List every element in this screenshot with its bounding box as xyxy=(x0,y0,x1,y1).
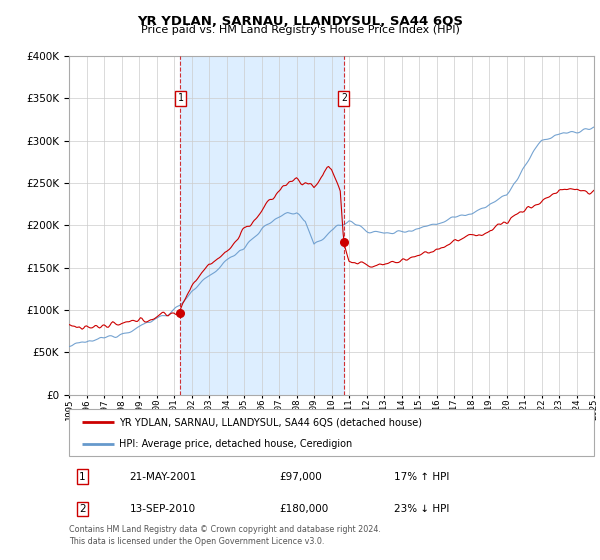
Bar xyxy=(181,56,344,395)
Text: 13-SEP-2010: 13-SEP-2010 xyxy=(130,504,196,514)
Text: Price paid vs. HM Land Registry's House Price Index (HPI): Price paid vs. HM Land Registry's House … xyxy=(140,25,460,35)
Text: 21-MAY-2001: 21-MAY-2001 xyxy=(130,472,197,482)
Text: YR YDLAN, SARNAU, LLANDYSUL, SA44 6QS (detached house): YR YDLAN, SARNAU, LLANDYSUL, SA44 6QS (d… xyxy=(119,417,422,427)
Text: HPI: Average price, detached house, Ceredigion: HPI: Average price, detached house, Cere… xyxy=(119,438,352,449)
Text: 1: 1 xyxy=(79,472,85,482)
Text: 2: 2 xyxy=(341,94,347,104)
Text: 17% ↑ HPI: 17% ↑ HPI xyxy=(395,472,450,482)
Text: 2: 2 xyxy=(79,504,85,514)
FancyBboxPatch shape xyxy=(69,409,594,456)
Text: 1: 1 xyxy=(178,94,184,104)
Text: YR YDLAN, SARNAU, LLANDYSUL, SA44 6QS: YR YDLAN, SARNAU, LLANDYSUL, SA44 6QS xyxy=(137,15,463,28)
Text: Contains HM Land Registry data © Crown copyright and database right 2024.
This d: Contains HM Land Registry data © Crown c… xyxy=(69,525,381,546)
Text: 23% ↓ HPI: 23% ↓ HPI xyxy=(395,504,450,514)
Text: £97,000: £97,000 xyxy=(279,472,322,482)
Text: £180,000: £180,000 xyxy=(279,504,328,514)
